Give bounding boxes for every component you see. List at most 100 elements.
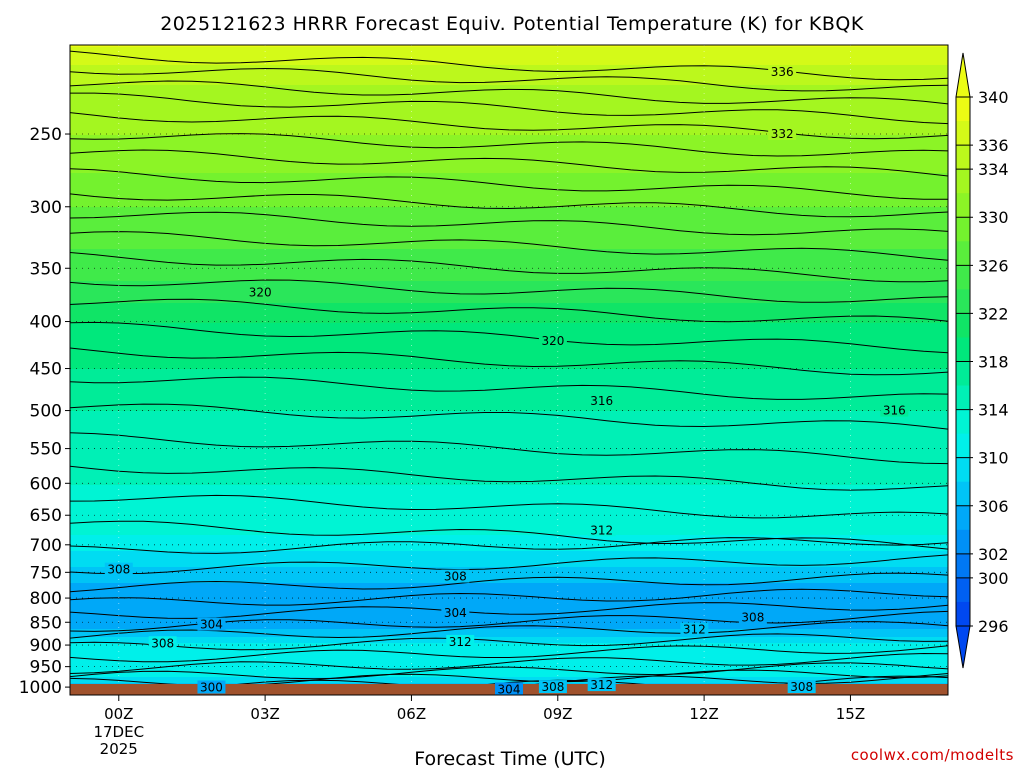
contour-label: 308: [541, 680, 564, 694]
color-band: [70, 325, 948, 328]
color-band: [70, 655, 948, 658]
color-band: [70, 257, 948, 260]
contour-label-bg: [587, 393, 616, 407]
credit-link[interactable]: coolwx.com/modelts: [851, 746, 1014, 764]
contour-label: 312: [683, 623, 706, 637]
color-band: [70, 253, 948, 256]
color-band: [70, 45, 948, 48]
color-band: [70, 125, 948, 128]
color-band: [70, 195, 948, 198]
colorbar-segment: [956, 385, 970, 411]
colorbar-segment: [956, 553, 970, 579]
color-band: [70, 215, 948, 218]
x-tick-label: 09Z: [543, 705, 572, 723]
color-band: [70, 201, 948, 204]
color-band: [70, 591, 948, 594]
color-band: [70, 491, 948, 494]
contour-label-bg: [104, 562, 133, 576]
color-band: [70, 659, 948, 662]
color-band: [70, 489, 948, 492]
color-band: [70, 137, 948, 140]
contour-label-bg: [148, 636, 177, 650]
colorbar-segment: [956, 265, 970, 290]
color-band: [70, 245, 948, 248]
color-band: [70, 623, 948, 626]
color-band: [70, 169, 948, 172]
color-band: [70, 85, 948, 88]
color-band: [70, 71, 948, 74]
contour-line: [70, 279, 948, 303]
color-band: [70, 135, 948, 138]
contour-label-bg: [246, 285, 275, 299]
color-band: [70, 155, 948, 158]
color-band: [70, 49, 948, 52]
color-band: [70, 533, 948, 536]
y-tick-label: 1000: [19, 678, 62, 698]
color-band: [70, 233, 948, 236]
color-band: [70, 399, 948, 402]
color-band: [70, 387, 948, 390]
color-band: [70, 203, 948, 206]
color-band: [70, 97, 948, 100]
color-band: [70, 263, 948, 266]
color-band: [70, 495, 948, 498]
color-band: [70, 89, 948, 92]
color-band: [70, 439, 948, 442]
x-axis-label: Forecast Time (UTC): [414, 748, 605, 768]
color-band: [70, 601, 948, 604]
color-band: [70, 459, 948, 462]
color-band: [70, 51, 948, 54]
color-band: [70, 93, 948, 96]
color-band: [70, 641, 948, 644]
colorbar-segment: [956, 193, 970, 218]
color-band: [70, 61, 948, 64]
contour-line: [70, 149, 948, 177]
colorbar-tick-label: 310: [978, 449, 1009, 468]
color-band: [70, 47, 948, 50]
y-tick-label: 950: [30, 658, 62, 678]
color-band: [70, 341, 948, 344]
color-band: [70, 517, 948, 520]
colorbar-tick-label: 340: [978, 88, 1009, 107]
contour-label-bg: [787, 680, 816, 694]
color-band: [70, 647, 948, 650]
color-band: [70, 149, 948, 152]
y-tick-label: 450: [30, 360, 62, 380]
contour-line: [70, 572, 948, 593]
y-axis: 250 300 350 400 450 500 550 600 650 700 750 800 850 9…: [19, 125, 70, 698]
colorbar-tick-label: 296: [978, 617, 1009, 636]
contour-line: [70, 231, 948, 261]
colorbar-segment: [956, 577, 970, 603]
color-band: [70, 323, 948, 326]
color-band: [70, 515, 948, 518]
color-band: [70, 507, 948, 510]
color-band: [70, 629, 948, 632]
y-tick-label: 400: [30, 313, 62, 333]
color-band: [70, 541, 948, 544]
y-tick-label: 800: [30, 589, 62, 609]
contour-label-bg: [441, 605, 470, 619]
color-band: [70, 583, 948, 586]
contour-line: [70, 298, 948, 323]
color-band: [70, 419, 948, 422]
x-tick-label: 15Z: [836, 705, 865, 723]
colorbar-segment: [956, 217, 970, 242]
contour-labels: 336 332 320 320 316 316 312 308 308 304 304 308 312 3…: [104, 64, 909, 695]
contour-line: [70, 554, 948, 575]
color-band: [70, 269, 948, 272]
color-band: [70, 285, 948, 288]
color-band: [70, 261, 948, 264]
color-band: [70, 483, 948, 486]
color-band: [70, 513, 948, 516]
color-band: [70, 359, 948, 362]
colorbar-extend-max: [955, 52, 971, 98]
colorbar-tick-label: 330: [978, 208, 1009, 227]
color-band: [70, 677, 948, 680]
color-band: [70, 161, 948, 164]
contour-label: 332: [771, 127, 794, 141]
color-band: [70, 223, 948, 226]
color-band: [70, 75, 948, 78]
color-band: [70, 343, 948, 346]
contour-label-bg: [880, 403, 909, 417]
